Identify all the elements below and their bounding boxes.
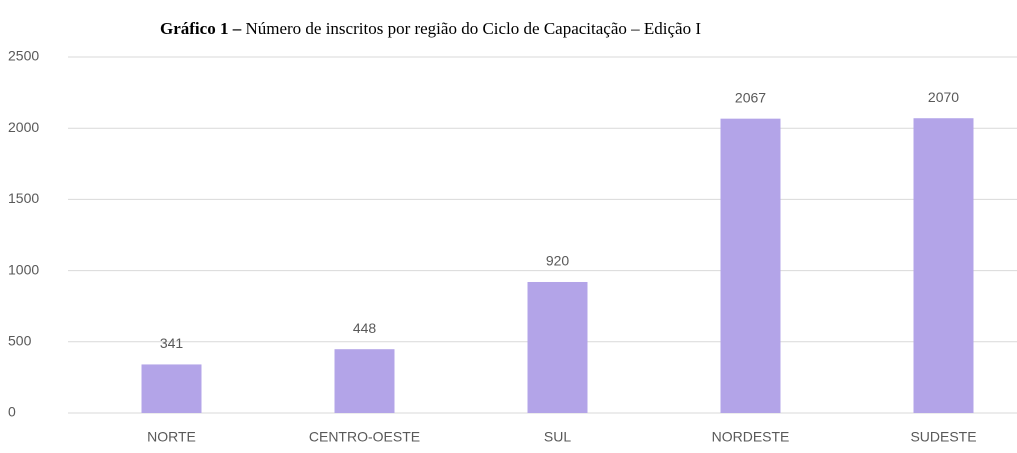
x-tick-label: NORDESTE	[712, 429, 790, 445]
chart-title: Gráfico 1 – Número de inscritos por regi…	[160, 19, 701, 38]
x-tick-label: SUL	[544, 429, 571, 445]
y-tick-label: 2500	[8, 48, 39, 64]
data-label: 341	[160, 335, 184, 351]
data-label: 448	[353, 320, 377, 336]
x-tick-label: NORTE	[147, 429, 196, 445]
y-tick-label: 1500	[8, 190, 39, 206]
data-label: 2067	[735, 89, 766, 105]
bar	[913, 118, 974, 414]
data-label: 2070	[928, 89, 959, 105]
y-tick-label: 500	[8, 333, 32, 349]
bar	[141, 364, 202, 413]
title-text: Número de inscritos por região do Ciclo …	[245, 19, 701, 38]
bar	[334, 349, 395, 413]
x-tick-label: CENTRO-OESTE	[309, 429, 420, 445]
title-label: Gráfico 1 –	[160, 19, 242, 38]
y-tick-label: 0	[8, 404, 16, 420]
bar	[527, 281, 588, 413]
x-tick-label: SUDESTE	[910, 429, 976, 445]
data-label: 920	[546, 253, 570, 269]
bar	[720, 118, 781, 413]
y-tick-label: 1000	[8, 261, 39, 277]
y-tick-label: 2000	[8, 119, 39, 135]
